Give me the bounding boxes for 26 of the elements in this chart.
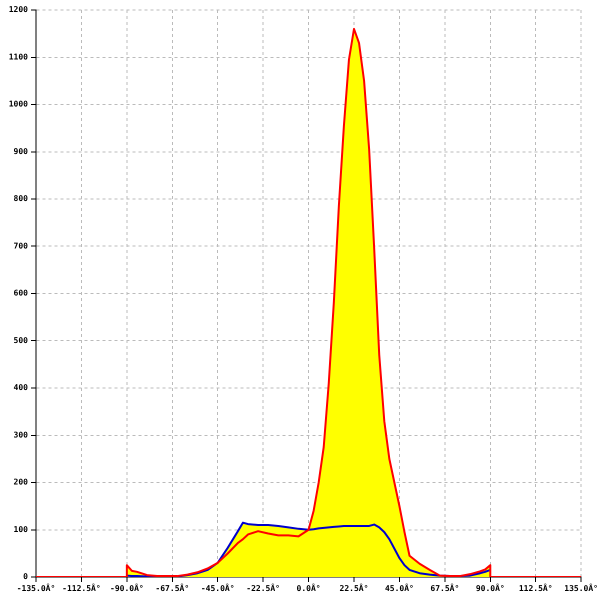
y-tick-label: 1000 xyxy=(8,100,28,109)
x-tick-label: 90.0Â° xyxy=(476,582,505,593)
y-tick-label: 100 xyxy=(14,524,28,534)
x-tick-label: 45.0Â° xyxy=(384,582,414,593)
y-tick-label: 600 xyxy=(14,288,28,298)
y-tick-label: 0 xyxy=(23,572,28,582)
x-tick-label: 67.5Â° xyxy=(430,582,460,593)
y-tick-label: 400 xyxy=(14,383,28,392)
x-tick-label: -90.0Â° xyxy=(110,582,144,593)
x-tick-label: -112.5Â° xyxy=(62,582,101,593)
x-tick-label: -22.5Â° xyxy=(246,582,280,593)
y-tick-label: 1200 xyxy=(8,5,28,14)
y-tick-label: 500 xyxy=(14,336,28,345)
x-tick-label: -67.5Â° xyxy=(155,582,190,593)
x-tick-label: 112.5Â° xyxy=(518,582,553,593)
y-tick-label: 800 xyxy=(14,194,28,204)
x-tick-label: 22.5Â° xyxy=(340,582,368,593)
y-tick-label: 200 xyxy=(14,478,28,487)
y-tick-label: 700 xyxy=(14,241,28,250)
x-tick-label: 135.0Â° xyxy=(564,582,598,593)
y-tick-label: 1100 xyxy=(8,52,28,62)
x-tick-label: -45.0Â° xyxy=(200,582,235,593)
y-tick-label: 300 xyxy=(14,430,28,440)
y-tick-label: 900 xyxy=(14,146,28,156)
x-tick-label: 0.0Â° xyxy=(296,582,321,593)
x-tick-label: -135.0Â° xyxy=(16,582,56,593)
